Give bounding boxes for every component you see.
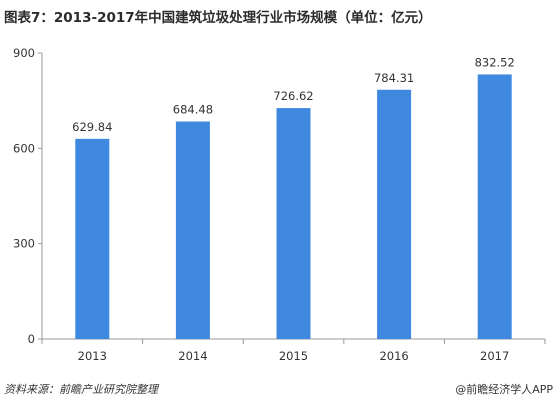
y-tick-label: 900	[13, 46, 35, 60]
x-tick-label: 2014	[178, 349, 207, 363]
source-note: 资料来源：前瞻产业研究院整理	[4, 383, 158, 396]
x-axis: 2013 2014 2015 2016 2017	[41, 338, 546, 363]
x-tick-label: 2015	[279, 349, 308, 363]
bar	[175, 121, 210, 340]
x-tick-label: 2013	[78, 349, 107, 363]
data-label: 726.62	[273, 89, 313, 103]
value-labels-group: 629.84 684.48 726.62 784.31 832.52	[72, 55, 515, 133]
bar	[276, 108, 311, 339]
y-tick-label: 600	[13, 141, 35, 155]
bar	[377, 89, 412, 340]
x-tick-label: 2017	[480, 349, 509, 363]
data-label: 832.52	[475, 55, 515, 69]
chart-title: 图表7：2013-2017年中国建筑垃圾处理行业市场规模（单位：亿元）	[4, 10, 432, 26]
brand-credit: @前瞻经济学人APP	[455, 383, 553, 396]
bar	[75, 138, 110, 339]
y-axis: 0 300 600 900	[13, 46, 43, 346]
bar	[477, 74, 512, 340]
x-tick-label: 2016	[379, 349, 408, 363]
data-label: 629.84	[72, 120, 112, 134]
bars-group	[75, 74, 512, 340]
data-label: 684.48	[173, 102, 213, 116]
data-label: 784.31	[374, 71, 414, 85]
y-tick-label: 300	[13, 237, 35, 251]
y-tick-label: 0	[28, 332, 35, 346]
